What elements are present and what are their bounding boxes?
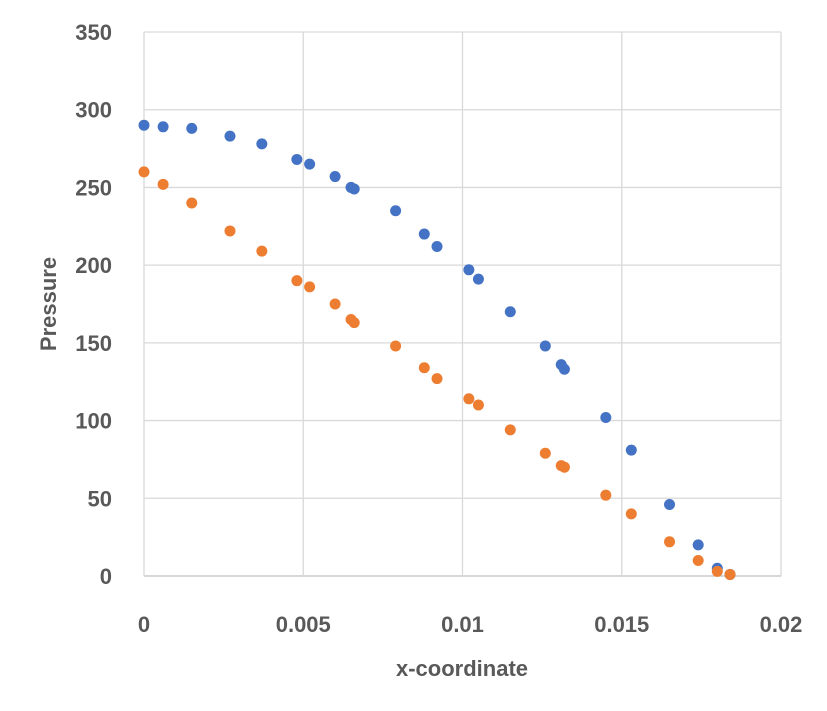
x-tick-label: 0.015	[594, 612, 649, 637]
x-axis-title: x-coordinate	[396, 656, 528, 681]
data-point	[724, 568, 736, 580]
data-point	[431, 373, 443, 385]
data-point	[504, 424, 516, 436]
data-point	[186, 197, 198, 209]
data-point	[224, 225, 236, 237]
data-point	[418, 362, 430, 374]
data-point	[539, 447, 551, 459]
y-axis-tick-labels: 0 50 100 150 200 250 300 350	[75, 20, 112, 589]
data-point	[329, 298, 341, 310]
data-point	[304, 158, 316, 170]
data-point	[558, 363, 570, 375]
chart-gridlines	[143, 31, 782, 577]
data-point	[291, 275, 303, 287]
data-point	[504, 306, 516, 318]
data-point	[625, 444, 637, 456]
data-point	[256, 245, 268, 257]
data-point	[625, 508, 637, 520]
x-axis-tick-labels: 0 0.005 0.01 0.015 0.02	[138, 612, 803, 637]
data-point	[664, 536, 676, 548]
y-axis-title: Pressure	[36, 257, 61, 351]
data-point	[692, 554, 704, 566]
data-point	[348, 317, 360, 329]
series-1	[138, 119, 736, 580]
data-point	[304, 281, 316, 293]
data-point	[600, 411, 612, 423]
data-point	[539, 340, 551, 352]
data-point	[472, 399, 484, 411]
x-tick-label: 0	[138, 612, 150, 637]
data-point	[186, 122, 198, 134]
y-tick-label: 350	[75, 20, 112, 45]
y-tick-label: 150	[75, 331, 112, 356]
data-point	[138, 166, 150, 178]
data-point	[558, 461, 570, 473]
data-point	[664, 499, 676, 511]
series-2	[138, 166, 736, 580]
data-point	[463, 264, 475, 276]
y-tick-label: 200	[75, 253, 112, 278]
data-point	[256, 138, 268, 150]
data-point	[600, 489, 612, 501]
data-point	[157, 178, 169, 190]
x-tick-label: 0.02	[760, 612, 803, 637]
data-points	[138, 119, 736, 580]
y-tick-label: 100	[75, 409, 112, 434]
data-point	[418, 228, 430, 240]
data-point	[390, 340, 402, 352]
data-point	[711, 565, 723, 577]
x-tick-label: 0.01	[441, 612, 484, 637]
data-point	[390, 205, 402, 217]
data-point	[472, 273, 484, 285]
y-tick-label: 300	[75, 98, 112, 123]
x-tick-label: 0.005	[276, 612, 331, 637]
data-point	[138, 119, 150, 131]
data-point	[157, 121, 169, 133]
y-tick-label: 250	[75, 175, 112, 200]
data-point	[692, 539, 704, 551]
data-point	[291, 153, 303, 165]
y-tick-label: 0	[100, 564, 112, 589]
data-point	[329, 171, 341, 183]
data-point	[224, 130, 236, 142]
data-point	[463, 393, 475, 405]
data-point	[431, 240, 443, 252]
y-tick-label: 50	[88, 486, 112, 511]
data-point	[348, 183, 360, 195]
